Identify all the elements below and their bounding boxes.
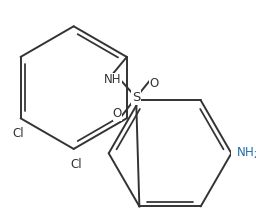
Text: O: O xyxy=(149,77,158,90)
Text: NH$_2$: NH$_2$ xyxy=(236,146,256,161)
Text: NH: NH xyxy=(104,73,122,87)
Text: O: O xyxy=(113,107,122,120)
Text: Cl: Cl xyxy=(70,158,82,171)
Text: Cl: Cl xyxy=(13,127,24,140)
Text: S: S xyxy=(132,91,140,104)
